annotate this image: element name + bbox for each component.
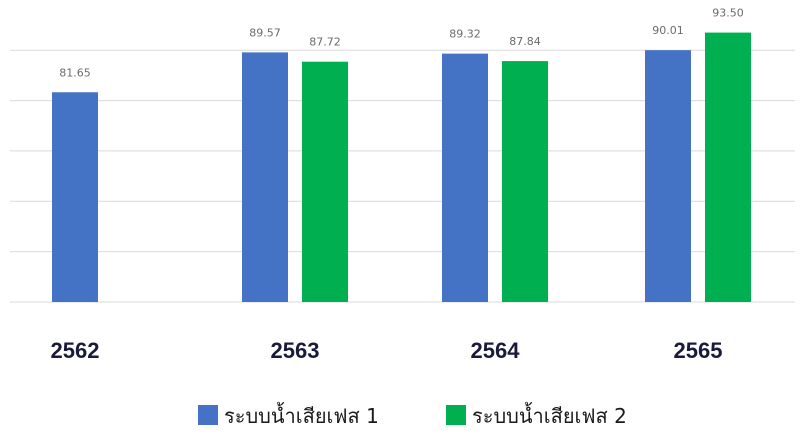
x-tick-label-2563: 2563 bbox=[271, 338, 320, 363]
data-label-series1-2565: 90.01 bbox=[652, 24, 684, 37]
legend-label-series1: ระบบน้ำเสียเฟส 1 bbox=[224, 402, 379, 428]
x-tick-label-2564: 2564 bbox=[471, 338, 521, 363]
bar-series1-2563 bbox=[242, 52, 288, 303]
x-tick-label-2565: 2565 bbox=[674, 338, 723, 363]
data-label-series1-2562: 81.65 bbox=[59, 66, 91, 79]
bar-series1-2564 bbox=[442, 53, 488, 302]
bars bbox=[52, 32, 751, 303]
legend-swatch-series2 bbox=[446, 405, 466, 425]
bar-series1-2562 bbox=[52, 92, 98, 302]
bar-series2-2565 bbox=[705, 32, 751, 302]
data-label-series2-2563: 87.72 bbox=[309, 36, 341, 49]
data-label-series2-2564: 87.84 bbox=[509, 35, 541, 48]
data-label-series2-2565: 93.50 bbox=[712, 7, 744, 20]
x-axis-tick-labels: 2562 2563 2564 2565 bbox=[51, 338, 723, 363]
data-label-series1-2564: 89.32 bbox=[449, 28, 481, 41]
data-label-series1-2563: 89.57 bbox=[249, 26, 281, 39]
legend-swatch-series1 bbox=[198, 405, 218, 425]
x-tick-label-2562: 2562 bbox=[51, 338, 100, 363]
data-labels: 81.65 89.57 87.72 89.32 87.84 90.01 93.50 bbox=[59, 7, 744, 80]
legend: ระบบน้ำเสียเฟส 1 ระบบน้ำเสียเฟส 2 bbox=[198, 402, 627, 428]
legend-label-series2: ระบบน้ำเสียเฟส 2 bbox=[472, 402, 627, 428]
bar-series2-2563 bbox=[302, 61, 348, 303]
bar-series2-2564 bbox=[502, 61, 548, 302]
bar-series1-2565 bbox=[645, 50, 691, 303]
